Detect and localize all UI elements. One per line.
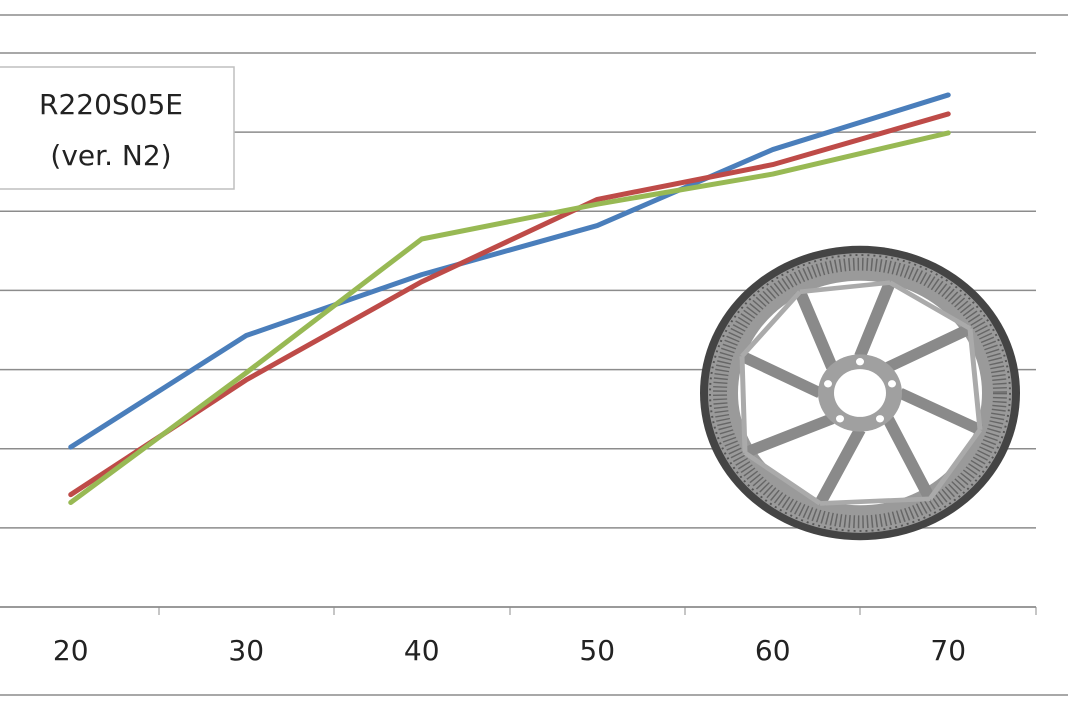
x-tick-label: 50 (579, 634, 615, 667)
brake-disc-image (700, 245, 1020, 541)
annotation: (ver. N2) (50, 139, 171, 172)
annotation: R220S05E (39, 88, 183, 121)
x-axis (0, 606, 1037, 615)
series-line (68, 92, 951, 450)
x-tick-label: 30 (228, 634, 264, 667)
x-tick-label: 70 (930, 634, 966, 667)
x-tick-label: 60 (755, 634, 791, 667)
x-tick-label: 40 (404, 634, 440, 667)
annotation-box (0, 66, 235, 190)
series-line (68, 130, 951, 506)
x-tick-label: 20 (53, 634, 89, 667)
series-line (68, 111, 951, 498)
series-lines (68, 92, 951, 506)
